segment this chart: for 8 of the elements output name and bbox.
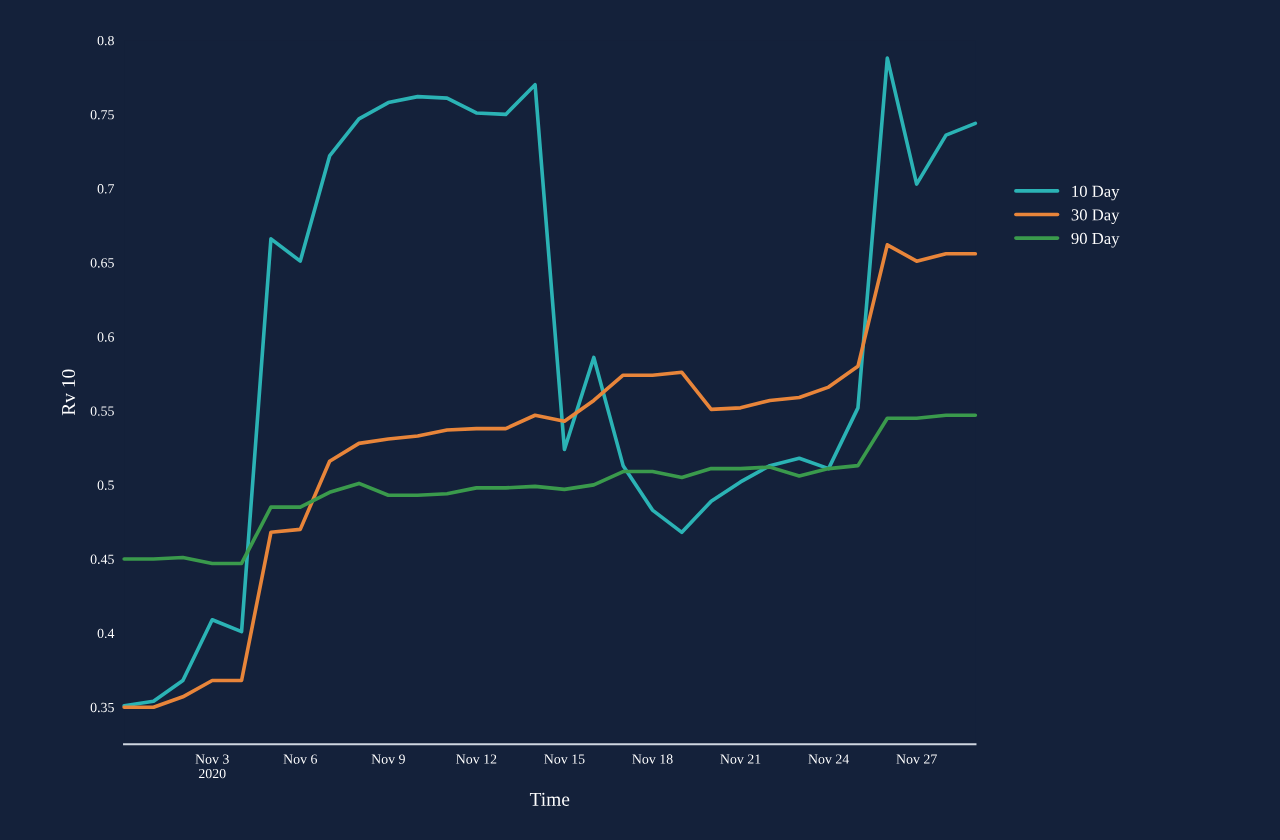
legend-label: 10 Day: [1072, 185, 1120, 201]
line-series: [122, 413, 978, 566]
legend-label: 90 Day: [1071, 232, 1120, 248]
line-series: [122, 56, 978, 708]
x-axis-title: Time: [529, 792, 570, 806]
legend-label: 30 Day: [1071, 209, 1120, 224]
line-series: [122, 243, 978, 709]
y-axis-title: Rv 10: [61, 369, 76, 416]
